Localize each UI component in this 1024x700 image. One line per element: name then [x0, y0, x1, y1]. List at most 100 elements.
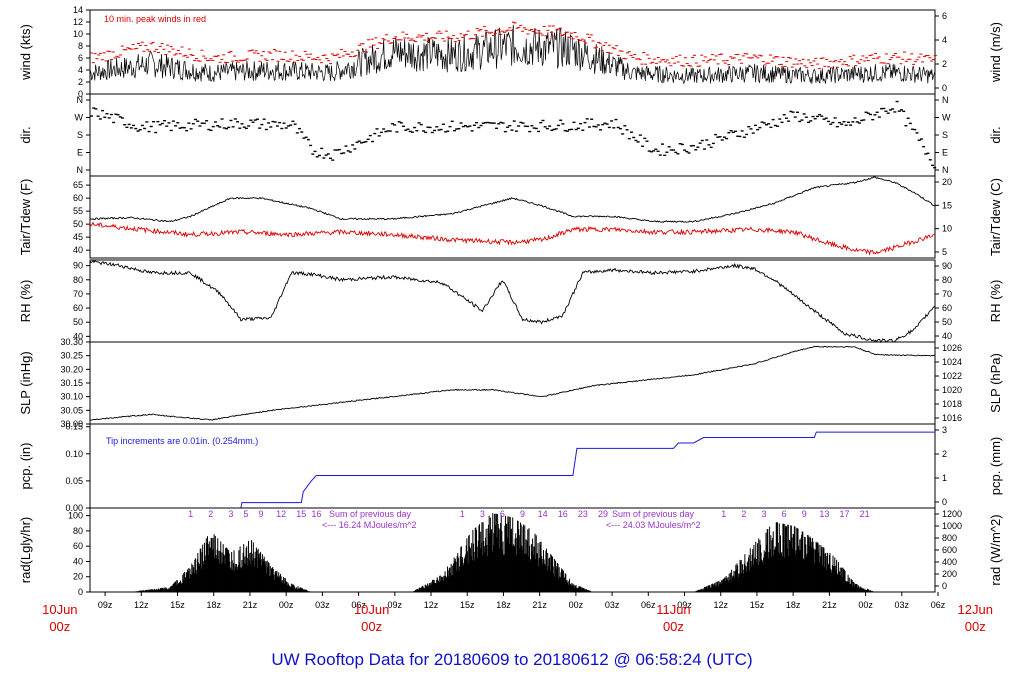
hour-label: 2 — [208, 509, 213, 519]
hour-label: 17 — [839, 509, 849, 519]
xtick-label: 00z — [569, 600, 584, 610]
ylabel-left: pcp. (in) — [18, 443, 33, 490]
hour-label: 14 — [538, 509, 548, 519]
ytick-label-right: 0 — [942, 83, 947, 93]
date-label: 00z — [965, 619, 986, 634]
xtick-label: 03z — [605, 600, 620, 610]
ytick-label-left: 0.05 — [65, 476, 83, 486]
hour-label: 9 — [802, 509, 807, 519]
SLP-line — [90, 345, 936, 421]
ytick-label-right: S — [942, 130, 948, 140]
dir-frame — [89, 93, 936, 177]
dir-panel — [86, 93, 939, 177]
ytick-label-left: 4 — [78, 65, 83, 75]
page-title: UW Rooftop Data for 20180609 to 20180612… — [271, 650, 753, 669]
ytick-label-left: 60 — [73, 303, 83, 313]
hour-label: 6 — [500, 509, 505, 519]
ytick-label-left: 100 — [68, 511, 83, 521]
date-label: 10Jun — [42, 602, 77, 617]
ytick-label-left: 0 — [78, 89, 83, 99]
xtick-label: 09z — [388, 600, 403, 610]
slp-panel — [86, 341, 939, 425]
ytick-label-right: 1000 — [942, 521, 962, 531]
hour-label: 29 — [598, 509, 608, 519]
xtick-label: 06z — [351, 600, 366, 610]
ytick-label-right: 4 — [942, 35, 947, 45]
hour-label: 3 — [761, 509, 766, 519]
ylabel-left: RH (%) — [18, 280, 33, 323]
ylabel-left: SLP (inHg) — [18, 351, 33, 414]
ytick-label-right: 0 — [942, 497, 947, 507]
xtick-label: 06z — [641, 600, 656, 610]
hour-label: 15 — [296, 509, 306, 519]
ytick-label-right: 6 — [942, 11, 947, 21]
ylabel-left: Tair/Tdew (F) — [18, 179, 33, 256]
xtick-label: 03z — [895, 600, 910, 610]
ytick-label-left: 55 — [73, 206, 83, 216]
xtick-label: 18z — [206, 600, 221, 610]
xtick-label: 00z — [858, 600, 873, 610]
xtick-label: 15z — [460, 600, 475, 610]
ylabel-left: wind (kts) — [18, 24, 33, 81]
ytick-label-right: 1018 — [942, 399, 962, 409]
hour-label: 9 — [520, 509, 525, 519]
ytick-label-right: 1026 — [942, 343, 962, 353]
xtick-label: 12z — [713, 600, 728, 610]
ylabel-right: pcp. (mm) — [988, 437, 1003, 496]
ytick-label-left: 10 — [73, 29, 83, 39]
xtick-label: 09z — [98, 600, 113, 610]
xtick-label: 21z — [822, 600, 837, 610]
rad-annotation: Sum of previous day — [612, 509, 695, 519]
xtick-label: 00z — [279, 600, 294, 610]
ytick-label-left: 40 — [73, 556, 83, 566]
ytick-label-left: 90 — [73, 261, 83, 271]
date-label: 12Jun — [958, 602, 993, 617]
hour-label: 16 — [558, 509, 568, 519]
ytick-label-right: 5 — [942, 247, 947, 257]
xtick-label: 18z — [496, 600, 511, 610]
ytick-label-right: 40 — [942, 331, 952, 341]
radiation-panel — [86, 507, 939, 593]
Tdew-line — [89, 221, 936, 256]
xtick-label: 09z — [677, 600, 692, 610]
ytick-label-right: 400 — [942, 557, 957, 567]
ytick-label-right: 1200 — [942, 509, 962, 519]
ytick-label-right: 60 — [942, 303, 952, 313]
date-label: 11Jun — [656, 602, 690, 617]
xtick-label: 12z — [134, 600, 149, 610]
ytick-label-right: 1022 — [942, 371, 962, 381]
ytick-label-left: W — [75, 113, 84, 123]
ytick-label-right: 10 — [942, 224, 952, 234]
ytick-label-left: 65 — [73, 180, 83, 190]
ylabel-left: dir. — [18, 126, 33, 143]
hour-label: 3 — [480, 509, 485, 519]
hour-label: 21 — [860, 509, 870, 519]
ytick-label-left: 30.15 — [60, 378, 83, 388]
ytick-label-left: S — [77, 130, 83, 140]
ytick-label-right: 2 — [942, 449, 947, 459]
rad-annotation: Sum of previous day — [329, 509, 412, 519]
ytick-label-right: 50 — [942, 317, 952, 327]
hour-label: 1 — [188, 509, 193, 519]
hour-label: 5 — [243, 509, 248, 519]
ytick-label-left: 80 — [73, 275, 83, 285]
ytick-label-left: 14 — [73, 5, 83, 15]
ytick-label-left: 2 — [78, 77, 83, 87]
ytick-label-left: E — [77, 148, 83, 158]
ytick-label-left: 20 — [73, 572, 83, 582]
xtick-label: 21z — [243, 600, 258, 610]
ytick-label-left: 0.00 — [65, 503, 83, 513]
date-label: 00z — [663, 619, 684, 634]
Tair-line — [89, 176, 936, 223]
ytick-label-right: 0 — [942, 581, 947, 591]
hour-label: 2 — [741, 509, 746, 519]
rh-panel — [86, 259, 939, 343]
ytick-label-left: 0.10 — [65, 449, 83, 459]
ytick-label-left: 70 — [73, 289, 83, 299]
ytick-label-right: N — [942, 165, 949, 175]
RH-line — [89, 259, 936, 343]
ytick-label-left: 30.10 — [60, 392, 83, 402]
ytick-label-left: 8 — [78, 41, 83, 51]
ytick-label-left: 0 — [78, 587, 83, 597]
ytick-label-left: 30.05 — [60, 405, 83, 415]
